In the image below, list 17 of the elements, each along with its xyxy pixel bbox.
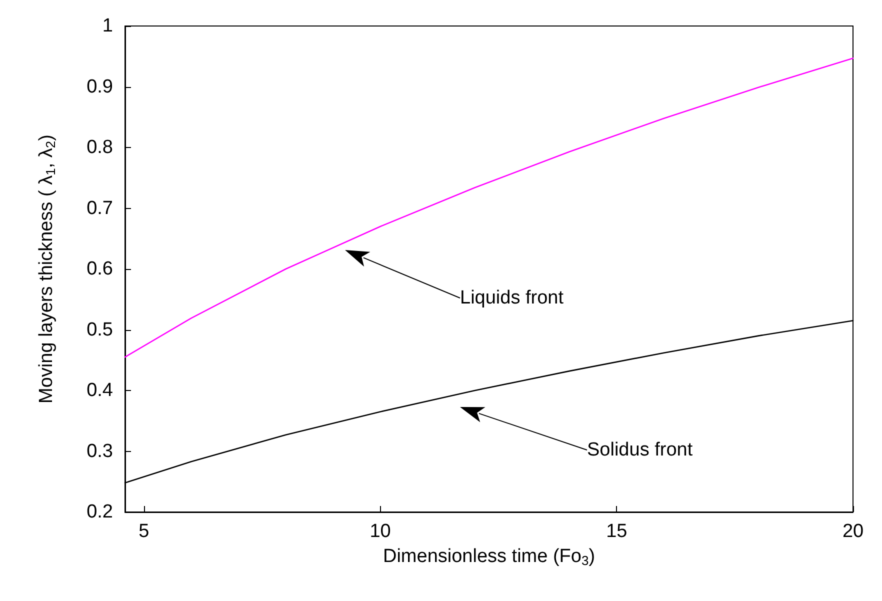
y-axis-title: Moving layers thickness ( λ1, λ2) bbox=[36, 134, 58, 404]
x-tick-label: 20 bbox=[842, 521, 864, 542]
y-tick-label: 0.7 bbox=[86, 198, 113, 219]
y-tick-label: 1 bbox=[102, 16, 113, 36]
y-tick-label: 0.2 bbox=[86, 502, 113, 522]
line-series bbox=[124, 58, 854, 358]
y-tick-label: 0.9 bbox=[86, 76, 113, 98]
x-tick-label: 5 bbox=[138, 521, 150, 542]
x-tick-label: 10 bbox=[370, 521, 391, 542]
y-tick-label: 0.8 bbox=[86, 137, 113, 158]
x-tick-label: 15 bbox=[606, 521, 628, 542]
annotation: Solidus front bbox=[587, 440, 694, 460]
y-tick-label: 0.4 bbox=[86, 380, 114, 401]
y-tick-label: 0.3 bbox=[86, 440, 113, 462]
y-tick-label: 0.6 bbox=[86, 258, 113, 280]
annotation: Liquids front bbox=[460, 288, 564, 308]
y-tick-label: 0.5 bbox=[86, 319, 113, 340]
